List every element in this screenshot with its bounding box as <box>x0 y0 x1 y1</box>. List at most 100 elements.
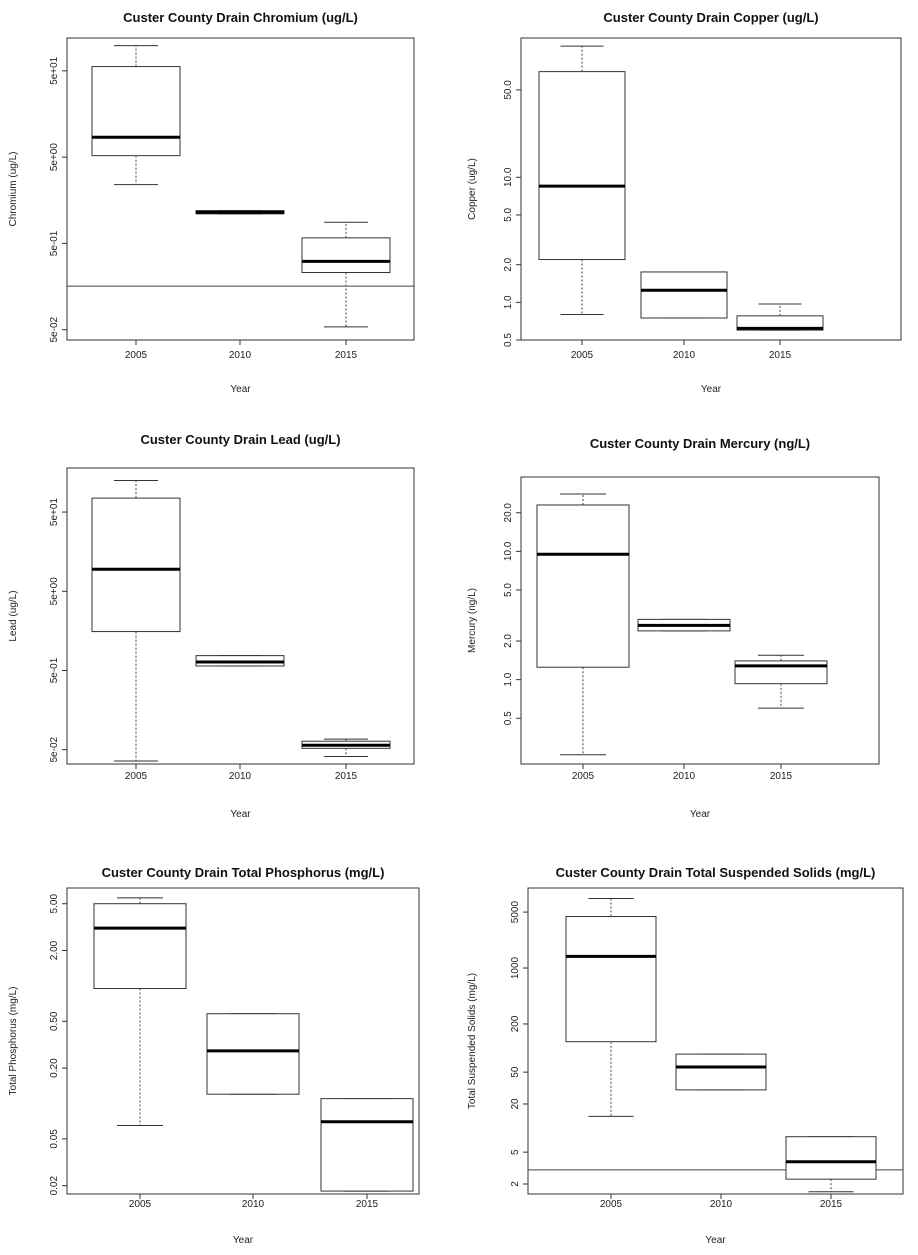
chart-panel-phosphorus: Custer County Drain Total Phosphorus (mg… <box>0 845 459 1250</box>
x-tick-label: 2005 <box>125 771 148 782</box>
y-axis-label: Total Suspended Solids (mg/L) <box>467 973 478 1109</box>
y-tick-label: 200 <box>510 1015 521 1032</box>
iqr-box <box>565 916 657 1043</box>
y-tick-label: 5e-01 <box>49 230 60 256</box>
x-axis-label: Year <box>690 809 711 820</box>
y-tick-label: 5e+01 <box>49 498 60 527</box>
box-2015 <box>785 1136 877 1193</box>
box-2005 <box>91 45 181 186</box>
y-tick-label: 5.00 <box>49 894 60 914</box>
box-2010 <box>675 1053 767 1091</box>
y-tick-label: 5.0 <box>503 208 514 222</box>
plot-frame <box>520 476 880 765</box>
y-tick-label: 50 <box>510 1066 521 1078</box>
x-axis-label: Year <box>233 1235 254 1246</box>
chart-svg: Custer County Drain Total Suspended Soli… <box>467 865 904 1246</box>
chart-svg: Custer County Drain Mercury (ng/L) 0.5 1.0… <box>467 436 880 820</box>
iqr-box <box>536 504 630 668</box>
box-2010 <box>195 210 285 215</box>
chart-title: Custer County Drain Mercury (ng/L) <box>590 436 810 451</box>
box-2015 <box>301 738 391 758</box>
iqr-box <box>675 1053 767 1091</box>
box-2010 <box>637 618 731 632</box>
chart-panel-lead: Custer County Drain Lead (ug/L) 5e-02 5e-0… <box>0 420 459 835</box>
x-tick-label: 2010 <box>673 771 696 782</box>
y-tick-label: 20.0 <box>503 503 514 523</box>
iqr-box <box>93 903 187 990</box>
iqr-box <box>91 497 181 633</box>
y-tick-label: 0.5 <box>503 333 514 347</box>
iqr-box <box>538 71 626 261</box>
x-tick-label: 2010 <box>229 771 252 782</box>
x-tick-label: 2015 <box>356 1199 379 1210</box>
y-tick-label: 2.0 <box>503 257 514 271</box>
y-axis-label: Mercury (ng/L) <box>467 588 478 653</box>
y-tick-label: 5000 <box>510 901 521 924</box>
x-axis-label: Year <box>701 384 722 395</box>
iqr-box <box>785 1136 877 1180</box>
y-tick-label: 0.50 <box>49 1011 60 1031</box>
iqr-box <box>206 1013 300 1095</box>
x-tick-label: 2005 <box>600 1199 623 1210</box>
y-tick-label: 5e-02 <box>49 316 60 342</box>
chart-title: Custer County Drain Lead (ug/L) <box>140 432 340 447</box>
chart-title: Custer County Drain Total Suspended Soli… <box>556 865 876 880</box>
chart-title: Custer County Drain Total Phosphorus (mg… <box>102 865 385 880</box>
y-tick-label: 1.0 <box>503 295 514 309</box>
y-tick-label: 0.5 <box>503 711 514 725</box>
x-tick-label: 2010 <box>229 350 252 361</box>
iqr-box <box>734 660 828 685</box>
chart-svg: Custer County Drain Lead (ug/L) 5e-02 5e-0… <box>8 432 415 820</box>
iqr-box <box>736 315 824 331</box>
y-tick-label: 5.0 <box>503 583 514 597</box>
y-tick-label: 5e+01 <box>49 56 60 85</box>
chart-panel-tss: Custer County Drain Total Suspended Soli… <box>459 845 918 1250</box>
box-2010 <box>206 1013 300 1095</box>
y-tick-label: 1.0 <box>503 672 514 686</box>
x-tick-label: 2015 <box>820 1199 843 1210</box>
iqr-box <box>320 1098 414 1192</box>
x-tick-label: 2015 <box>770 771 793 782</box>
box-2015 <box>301 221 391 328</box>
y-tick-label: 0.20 <box>49 1058 60 1078</box>
plot-frame <box>520 37 902 341</box>
y-tick-label: 1000 <box>510 956 521 979</box>
chart-panel-copper: Custer County Drain Copper (ug/L) 0.5 1.0 2… <box>459 0 918 410</box>
y-tick-label: 0.05 <box>49 1129 60 1149</box>
chart-svg: Custer County Drain Copper (ug/L) 0.5 1.0 2… <box>467 10 902 395</box>
iqr-box <box>91 66 181 157</box>
box-2005 <box>91 480 181 762</box>
x-axis-label: Year <box>230 384 251 395</box>
iqr-box <box>301 237 391 274</box>
y-tick-label: 10.0 <box>503 167 514 187</box>
y-tick-label: 5e-01 <box>49 657 60 683</box>
chart-title: Custer County Drain Chromium (ug/L) <box>123 10 358 25</box>
iqr-box <box>640 271 728 319</box>
y-axis-label: Total Phosphorus (mg/L) <box>8 987 19 1096</box>
box-2005 <box>538 45 626 315</box>
x-axis-label: Year <box>230 809 251 820</box>
plot-frame <box>66 887 420 1195</box>
x-tick-label: 2005 <box>572 771 595 782</box>
plot-frame <box>527 887 904 1195</box>
x-tick-label: 2010 <box>673 350 696 361</box>
y-axis-label: Lead (ug/L) <box>8 590 19 641</box>
box-2010 <box>640 271 728 319</box>
chart-panel-chromium: Custer County Drain Chromium (ug/L) 5e-02… <box>0 0 459 410</box>
x-tick-label: 2010 <box>242 1199 265 1210</box>
y-tick-label: 5 <box>510 1149 521 1155</box>
x-tick-label: 2015 <box>335 350 358 361</box>
y-tick-label: 2.0 <box>503 634 514 648</box>
y-tick-label: 20 <box>510 1098 521 1110</box>
y-tick-label: 0.02 <box>49 1176 60 1196</box>
y-tick-label: 2.00 <box>49 940 60 960</box>
x-tick-label: 2015 <box>769 350 792 361</box>
box-2015 <box>734 654 828 709</box>
y-tick-label: 5e+00 <box>49 577 60 606</box>
chart-panel-mercury: Custer County Drain Mercury (ng/L) 0.5 1.0… <box>459 420 918 835</box>
x-tick-label: 2005 <box>125 350 148 361</box>
box-2015 <box>320 1098 414 1192</box>
y-axis-label: Copper (ug/L) <box>467 158 478 220</box>
chart-svg: Custer County Drain Total Phosphorus (mg… <box>8 865 420 1246</box>
y-tick-label: 2 <box>510 1181 521 1187</box>
